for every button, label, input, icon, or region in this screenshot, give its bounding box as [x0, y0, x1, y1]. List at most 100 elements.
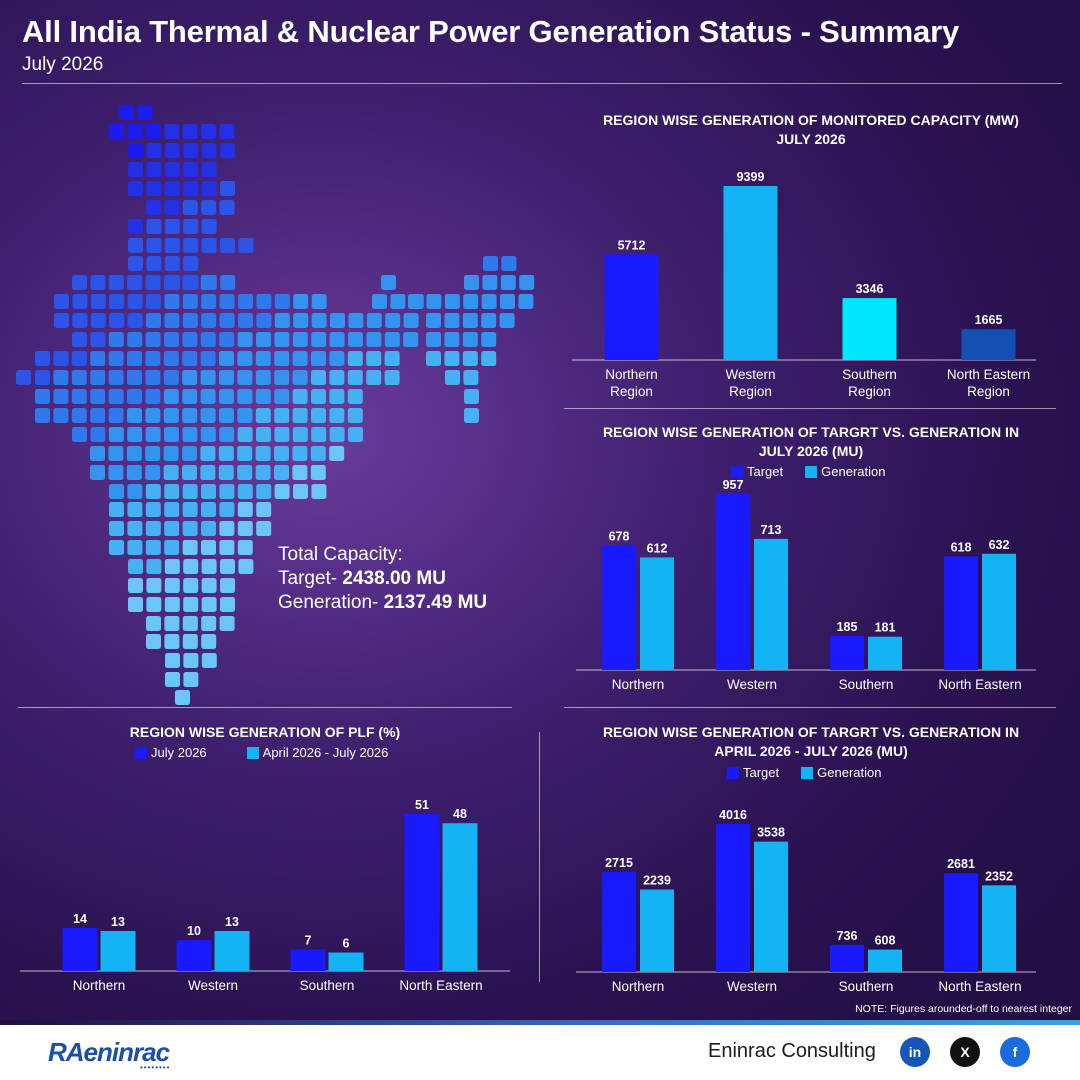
map-tile — [481, 351, 497, 366]
map-tile — [200, 389, 216, 404]
bar — [640, 557, 674, 670]
map-tile — [256, 332, 271, 347]
bar — [944, 873, 978, 972]
data-label: 14 — [73, 912, 87, 926]
map-tile — [237, 502, 253, 517]
map-tile — [183, 219, 199, 234]
map-tile — [220, 143, 235, 158]
map-tile — [119, 105, 134, 120]
map-tile — [255, 465, 271, 480]
category-label: Southern — [300, 978, 355, 993]
map-tile — [72, 275, 87, 290]
data-label: 2239 — [643, 873, 671, 887]
map-tile — [146, 238, 162, 253]
map-tile — [35, 408, 50, 423]
chart-title-line: REGION WISE GENERATION OF PLF (%) — [129, 724, 401, 740]
map-tile — [347, 408, 363, 423]
map-tile — [408, 294, 423, 309]
bar — [328, 952, 364, 971]
map-tile — [201, 634, 217, 649]
map-tile — [237, 540, 253, 555]
map-tile — [182, 502, 198, 517]
map-tile — [164, 332, 179, 347]
category-label: Northern — [605, 367, 658, 382]
bar — [62, 927, 98, 971]
map-tile — [182, 465, 197, 480]
map-tile — [201, 162, 217, 177]
map-tile — [384, 351, 400, 366]
linkedin-icon[interactable]: in — [900, 1037, 930, 1067]
data-label: 2715 — [605, 856, 633, 870]
map-tile — [127, 502, 143, 517]
facebook-icon[interactable]: f — [1000, 1037, 1030, 1067]
map-tile — [292, 389, 308, 404]
category-label: North Eastern — [938, 979, 1021, 994]
legend-item-april-july: April 2026 - July 2026 — [246, 745, 389, 760]
map-tile — [164, 540, 180, 555]
map-tile — [200, 465, 216, 480]
map-tile — [464, 275, 479, 290]
bar — [944, 556, 978, 670]
map-tile — [164, 616, 180, 631]
map-tile — [183, 559, 199, 574]
map-tile — [127, 332, 143, 347]
map-tile — [127, 484, 143, 499]
map-tile — [220, 578, 235, 593]
chart-title-plf: REGION WISE GENERATION OF PLF (%) — [20, 723, 510, 742]
map-tile — [201, 238, 217, 253]
legend-target-vs-gen-ytd: Target Generation — [727, 765, 881, 780]
chart-title-line: REGION WISE GENERATION OF MONITORED CAPA… — [603, 112, 1019, 128]
legend-label: April 2026 - July 2026 — [262, 745, 389, 760]
target-value: 2438.00 MU — [342, 568, 446, 589]
x-icon[interactable]: X — [950, 1037, 980, 1067]
map-tile — [71, 408, 87, 423]
map-tile — [145, 351, 161, 366]
map-tile — [347, 389, 363, 404]
map-tile — [182, 521, 198, 536]
map-tile — [109, 313, 125, 328]
map-tile — [108, 370, 124, 385]
map-tile — [274, 351, 290, 366]
map-tile — [145, 124, 161, 139]
map-tile — [163, 351, 179, 366]
map-tile — [183, 143, 199, 158]
map-tile — [200, 427, 216, 442]
map-tile — [90, 294, 106, 309]
map-tile — [108, 351, 124, 366]
data-label: 4016 — [719, 808, 747, 822]
total-capacity-target: Target- 2438.00 MU — [278, 567, 487, 591]
chart-plf: 14 13 Northern 10 13 Western 7 6 Southern 51 48 Nor… — [20, 798, 510, 993]
map-tile — [183, 181, 199, 196]
category-label: Western — [725, 367, 775, 382]
map-tile — [164, 162, 180, 177]
map-tile — [165, 653, 180, 668]
map-tile — [182, 408, 198, 423]
map-tile — [518, 294, 534, 309]
map-tile — [201, 540, 216, 555]
bar — [602, 545, 636, 670]
map-tile — [274, 370, 290, 385]
map-tile — [366, 351, 382, 366]
map-tile — [219, 616, 235, 631]
map-tile — [219, 389, 234, 404]
map-tile — [127, 313, 143, 328]
legend-target-vs-gen-july: Target Generation — [731, 464, 885, 479]
map-tile — [348, 427, 363, 442]
map-tile — [311, 351, 326, 366]
data-label: 678 — [609, 529, 630, 543]
map-tile — [90, 427, 106, 442]
category-label: Northern — [612, 677, 665, 692]
legend-label: Generation — [821, 464, 886, 479]
chart-title-line: REGION WISE GENERATION OF TARGRT VS. GEN… — [602, 724, 1020, 740]
data-label: 618 — [951, 540, 972, 554]
map-tile — [201, 653, 217, 668]
map-tile — [372, 294, 387, 309]
map-tile — [127, 370, 142, 385]
header: All India Thermal & Nuclear Power Genera… — [22, 14, 959, 76]
map-tile — [182, 484, 198, 499]
map-tile — [220, 559, 235, 574]
data-label: 5712 — [618, 238, 646, 252]
bar — [640, 889, 674, 972]
map-tile — [201, 521, 216, 536]
map-tile — [183, 653, 199, 668]
